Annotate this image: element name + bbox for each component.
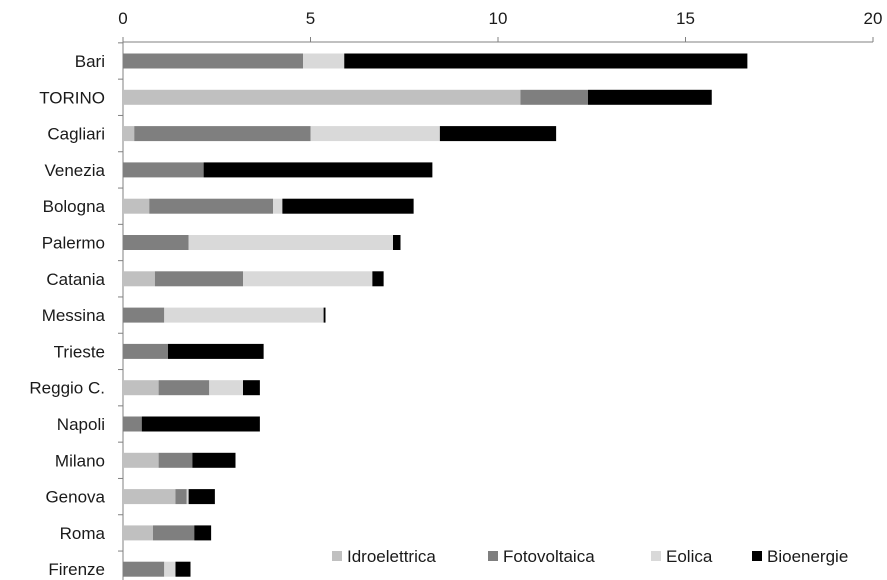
legend-label: Bioenergie xyxy=(767,547,848,566)
category-label: TORINO xyxy=(39,88,105,107)
bar-segment xyxy=(123,343,168,359)
bar-segment xyxy=(243,380,260,396)
category-label: Genova xyxy=(45,488,105,507)
x-tick-label: 15 xyxy=(676,9,695,28)
category-label: Catania xyxy=(46,270,105,289)
category-label: Roma xyxy=(60,524,106,543)
bar-segment xyxy=(123,126,135,142)
bar-segment xyxy=(154,271,243,287)
category-label: Bari xyxy=(75,52,105,71)
bar-segment xyxy=(164,307,324,323)
category-label: Palermo xyxy=(42,234,105,253)
category-label: Venezia xyxy=(45,161,106,180)
bar-segment xyxy=(158,452,193,468)
bar-segment xyxy=(134,126,311,142)
category-label: Cagliari xyxy=(47,125,105,144)
bar-segment xyxy=(282,198,414,214)
category-label: Napoli xyxy=(57,415,105,434)
bar-segment xyxy=(123,89,521,105)
bar-segment xyxy=(123,198,150,214)
bar-segment xyxy=(303,53,345,69)
bar-segment xyxy=(123,307,165,323)
bar-segment xyxy=(439,126,557,142)
category-label: Messina xyxy=(42,306,106,325)
bar-segment xyxy=(588,89,712,105)
legend-swatch xyxy=(752,551,762,561)
bar-segment xyxy=(123,380,159,396)
category-label: Trieste xyxy=(54,342,105,361)
bar-segment xyxy=(123,271,155,287)
bar-segment xyxy=(188,489,215,505)
bar-segment xyxy=(323,307,326,323)
bar-segment xyxy=(310,126,440,142)
category-label: Firenze xyxy=(48,560,105,579)
bar-segment xyxy=(393,235,401,250)
bar-segment xyxy=(123,416,142,432)
bar-segment xyxy=(123,162,204,178)
chart-bars xyxy=(123,53,748,577)
bar-segment xyxy=(344,53,748,69)
bar-segment xyxy=(168,343,264,359)
x-tick-label: 0 xyxy=(118,9,127,28)
bar-segment xyxy=(186,489,189,505)
bar-segment xyxy=(243,271,373,287)
category-label: Bologna xyxy=(43,197,106,216)
bar-segment xyxy=(188,235,393,250)
legend-label: Fotovoltaica xyxy=(503,547,595,566)
bar-segment xyxy=(273,198,283,214)
chart-axes: 0 5 10 15 20 Bari TORINO Cagliari Venezia Bologna… xyxy=(29,9,882,580)
bar-segment xyxy=(123,561,165,577)
bar-segment xyxy=(123,235,189,250)
bar-segment xyxy=(149,198,273,214)
bar-segment xyxy=(123,53,303,69)
bar-segment xyxy=(175,489,187,505)
legend-swatch xyxy=(488,551,498,561)
category-label: Reggio C. xyxy=(29,379,105,398)
bar-segment xyxy=(123,525,153,541)
bar-segment xyxy=(203,162,433,178)
x-tick-label: 5 xyxy=(306,9,315,28)
bar-segment xyxy=(372,271,384,287)
bar-segment xyxy=(209,380,243,396)
category-label: Milano xyxy=(55,451,105,470)
bar-segment xyxy=(175,561,191,577)
bar-segment xyxy=(123,452,159,468)
bar-segment xyxy=(192,452,236,468)
chart-legend: Idroelettrica Fotovoltaica Eolica Bioenergi… xyxy=(332,547,848,566)
legend-swatch xyxy=(651,551,661,561)
legend-swatch xyxy=(332,551,342,561)
bar-segment xyxy=(164,561,176,577)
bar-segment xyxy=(141,416,260,432)
x-tick-label: 20 xyxy=(864,9,883,28)
legend-label: Idroelettrica xyxy=(347,547,436,566)
legend-label: Eolica xyxy=(666,547,713,566)
x-tick-label: 10 xyxy=(489,9,508,28)
bar-segment xyxy=(123,489,176,505)
bar-segment xyxy=(194,525,212,541)
bar-segment xyxy=(520,89,588,105)
bar-segment xyxy=(153,525,195,541)
bar-segment xyxy=(158,380,210,396)
